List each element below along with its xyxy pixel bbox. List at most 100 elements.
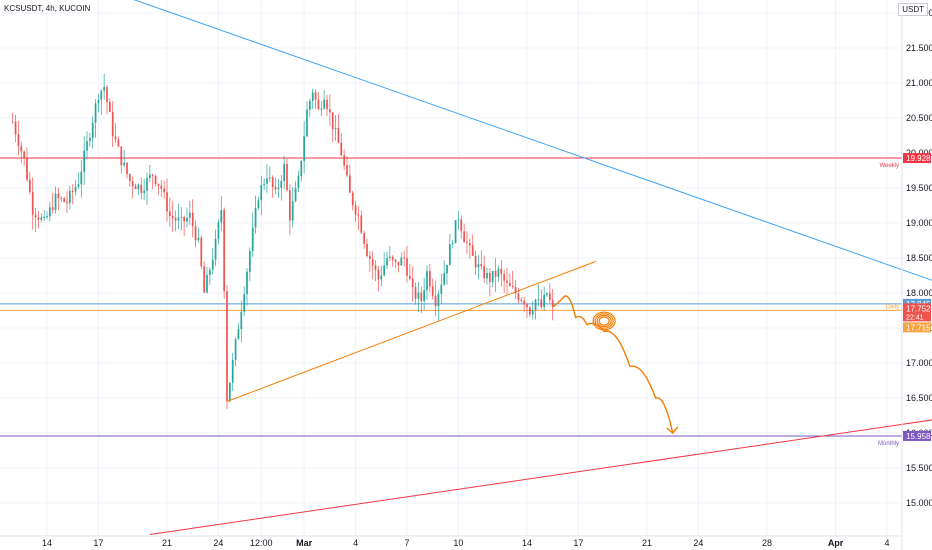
- y-tick-label: 19.000: [906, 218, 932, 228]
- candle-body: [129, 174, 131, 182]
- candle-body: [266, 178, 268, 184]
- candle-body: [114, 136, 117, 140]
- candle-body: [551, 300, 554, 307]
- candle-body: [131, 181, 134, 187]
- candle-body: [243, 294, 245, 312]
- candle-body: [400, 257, 403, 266]
- candle-body: [49, 207, 51, 217]
- candle-body: [349, 175, 351, 193]
- candle-body: [454, 220, 457, 244]
- candle-body: [151, 174, 154, 176]
- candle-body: [197, 237, 200, 241]
- candle-body: [534, 299, 537, 311]
- candle-body: [143, 190, 145, 193]
- x-tick-label: 12:00: [250, 538, 273, 548]
- candle-body: [343, 155, 345, 166]
- candle-body: [63, 198, 65, 202]
- x-tick-label: 7: [404, 538, 409, 548]
- candle-body: [403, 257, 405, 259]
- candle-body: [417, 292, 420, 299]
- candle-body: [254, 208, 257, 228]
- candle-body: [326, 99, 328, 110]
- candle-body: [277, 187, 280, 190]
- x-tick-label: 17: [573, 538, 583, 548]
- candle-body: [109, 102, 111, 112]
- candle-body: [523, 300, 525, 305]
- candle-body: [434, 295, 437, 307]
- candle-body: [517, 293, 520, 300]
- candle-body: [200, 237, 203, 267]
- candle-body: [11, 121, 14, 123]
- candle-body: [229, 382, 231, 402]
- candle-body: [520, 299, 523, 301]
- currency-label[interactable]: USDT: [898, 3, 928, 16]
- candle-body: [311, 92, 314, 101]
- candle-body: [449, 244, 451, 265]
- candle-body: [214, 238, 217, 260]
- x-tick-label: 28: [762, 538, 772, 548]
- candle-body: [346, 165, 348, 176]
- y-tick-label: 18.500: [906, 253, 932, 263]
- candle-body: [234, 339, 237, 360]
- candle-body: [334, 128, 337, 130]
- candle-body: [69, 191, 71, 204]
- candle-body: [354, 205, 357, 215]
- candle-body: [23, 151, 25, 159]
- y-tick-label: 15.500: [906, 463, 932, 473]
- candle-body: [514, 287, 517, 294]
- level-name-label: Monthly: [878, 441, 899, 447]
- candle-body: [369, 255, 371, 260]
- candle-body: [17, 134, 20, 147]
- candle-body: [117, 139, 120, 147]
- candle-body: [331, 112, 334, 130]
- candle-layer: [11, 73, 554, 409]
- forecast-layer: [552, 295, 679, 434]
- candle-body: [463, 231, 465, 243]
- candle-body: [283, 163, 285, 182]
- candle-body: [443, 273, 445, 285]
- candle-body: [457, 219, 460, 221]
- candle-body: [269, 177, 271, 179]
- time-axis[interactable]: 14 17 21 24 12:00 Mar 4 7 10 14 17 21 24 28 Apr 4: [42, 538, 890, 548]
- candle-body: [314, 92, 317, 100]
- x-tick-label: Apr: [828, 538, 844, 548]
- y-tick-label: 21.500: [906, 43, 932, 53]
- candle-body: [160, 185, 163, 189]
- candle-body: [471, 245, 474, 256]
- candle-body: [486, 272, 488, 279]
- candle-body: [446, 264, 448, 274]
- candle-body: [80, 171, 83, 185]
- candle-body: [531, 310, 534, 315]
- candle-body: [474, 255, 477, 268]
- x-tick-label: 21: [162, 538, 172, 548]
- candle-body: [54, 193, 57, 210]
- level-name-label: Daily: [886, 304, 899, 310]
- candle-body: [357, 214, 360, 216]
- candle-body: [177, 217, 180, 221]
- candle-body: [154, 175, 157, 184]
- candle-body: [157, 183, 160, 186]
- candle-body: [386, 258, 388, 266]
- candle-body: [529, 307, 531, 315]
- candle-body: [291, 201, 294, 221]
- candle-body: [423, 290, 425, 302]
- candle-body: [260, 185, 263, 201]
- x-tick-label: 17: [93, 538, 103, 548]
- y-tick-label: 20.000: [906, 148, 932, 158]
- candle-body: [166, 192, 168, 212]
- candle-body: [226, 291, 228, 402]
- level-name-label: Weekly: [879, 163, 899, 169]
- candle-body: [57, 193, 60, 199]
- candle-body: [94, 103, 97, 123]
- candle-body: [394, 259, 397, 262]
- candle-body: [289, 190, 291, 221]
- candle-body: [120, 146, 123, 166]
- candle-body: [51, 207, 54, 210]
- candle-body: [74, 186, 77, 192]
- candle-body: [309, 100, 311, 110]
- candle-body: [526, 304, 528, 308]
- candle-body: [506, 280, 508, 283]
- candle-body: [497, 268, 500, 277]
